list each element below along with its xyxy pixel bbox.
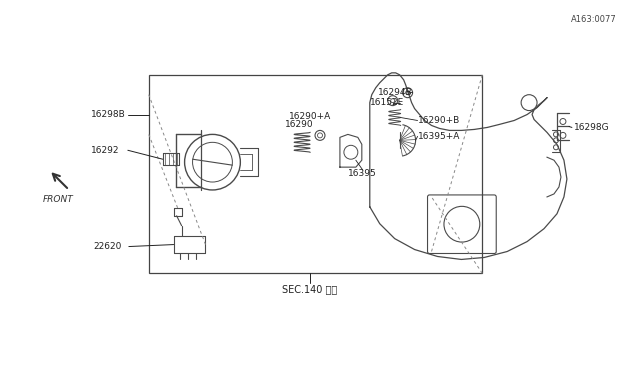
Text: 16298G: 16298G bbox=[574, 123, 609, 132]
Text: 16292: 16292 bbox=[91, 146, 120, 155]
Text: 16290+A: 16290+A bbox=[289, 112, 332, 121]
Text: 16290: 16290 bbox=[285, 120, 314, 129]
Text: 16395: 16395 bbox=[348, 169, 376, 177]
Text: 16298B: 16298B bbox=[91, 110, 125, 119]
Text: FRONT: FRONT bbox=[43, 195, 74, 204]
Text: A163:0077: A163:0077 bbox=[571, 15, 617, 24]
Text: 16290+B: 16290+B bbox=[417, 116, 460, 125]
Text: SEC.140 参照: SEC.140 参照 bbox=[282, 284, 337, 294]
Text: 16152E: 16152E bbox=[370, 98, 404, 107]
Text: 16395+A: 16395+A bbox=[417, 132, 460, 141]
Text: 22620: 22620 bbox=[93, 242, 122, 251]
Text: 16294B: 16294B bbox=[378, 88, 412, 97]
Bar bbox=[148, 75, 483, 273]
